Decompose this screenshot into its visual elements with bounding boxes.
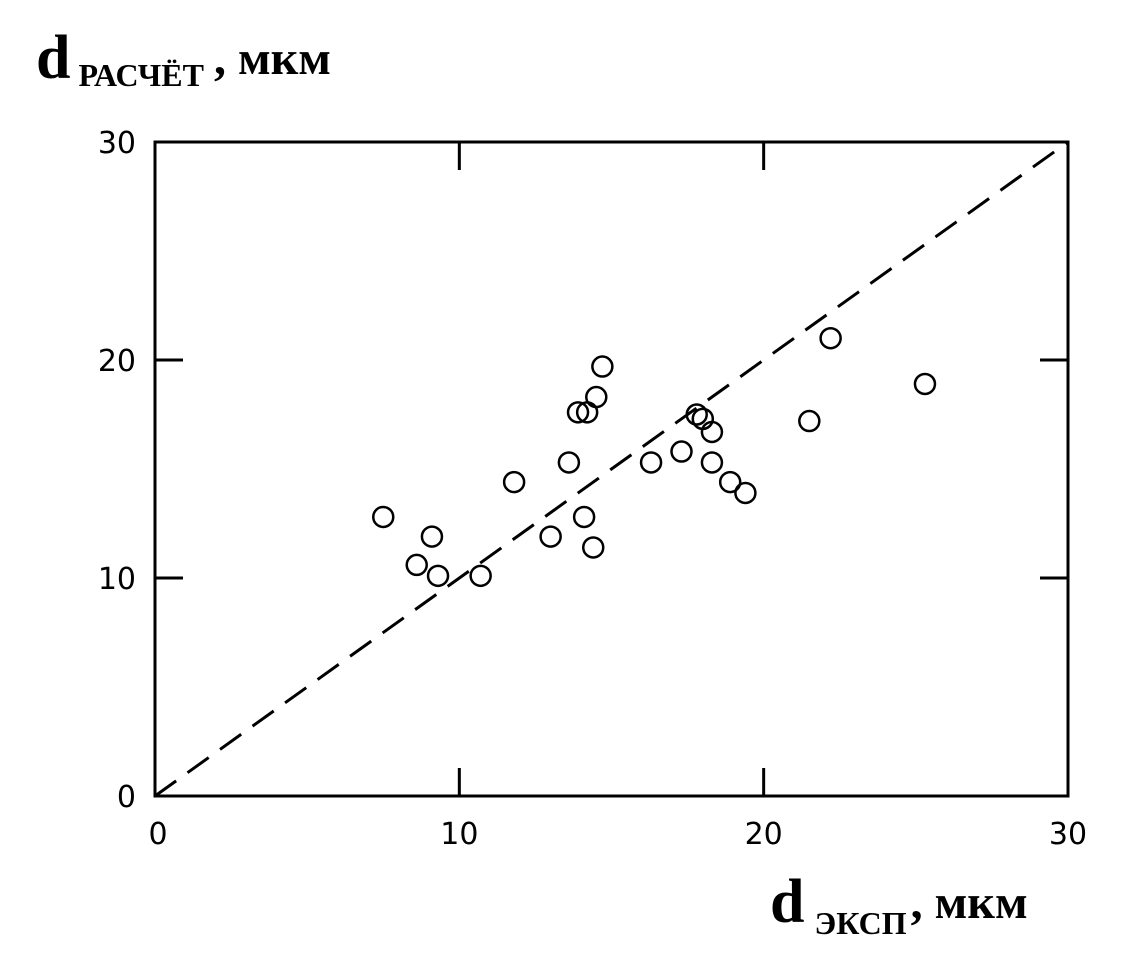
- data-point: [557, 451, 581, 474]
- data-point: [420, 525, 444, 548]
- data-point: [581, 536, 605, 559]
- x-tick-label: 0: [148, 817, 167, 852]
- data-point: [566, 401, 590, 424]
- x-axis-title-unit: , мкм: [911, 876, 1028, 929]
- x-tick-label: 10: [440, 817, 478, 852]
- y-axis-title: d РАСЧЁТ , мкм: [36, 24, 331, 93]
- x-axis-title-sub: ЭКСП: [814, 905, 906, 941]
- tick-marks: [153, 140, 1070, 798]
- y-axis-title-unit: , мкм: [214, 32, 331, 85]
- data-point: [819, 326, 842, 350]
- plot-area: 0 10 20 30 0 10 20 30: [98, 126, 1087, 852]
- y-axis-title-sub: РАСЧЁТ: [78, 57, 203, 93]
- data-point: [670, 440, 693, 463]
- data-point: [502, 470, 526, 494]
- data-point: [639, 451, 663, 474]
- data-point: [718, 470, 742, 494]
- data-points: [372, 326, 937, 588]
- data-point: [426, 564, 450, 588]
- data-point: [734, 481, 757, 505]
- data-point: [700, 451, 724, 474]
- x-axis-title: d ЭКСП, мкм: [770, 868, 1028, 941]
- data-point: [685, 403, 708, 426]
- reference-diagonal-line: [154, 140, 1069, 798]
- y-tick-labels: 0 10 20 30: [98, 126, 136, 815]
- data-point: [585, 385, 608, 409]
- data-point: [469, 564, 492, 588]
- data-point: [372, 505, 395, 529]
- x-axis-title-main: d: [770, 868, 804, 936]
- data-point: [798, 409, 821, 433]
- x-tick-labels: 0 10 20 30: [148, 817, 1087, 852]
- data-point: [539, 525, 562, 548]
- y-tick-label: 0: [117, 780, 136, 815]
- data-point: [405, 553, 428, 577]
- y-tick-label: 30: [98, 126, 136, 161]
- data-point: [913, 372, 937, 396]
- data-point: [572, 505, 596, 529]
- x-tick-label: 20: [745, 817, 783, 852]
- y-tick-label: 20: [98, 344, 136, 379]
- plot-frame: [153, 140, 1070, 798]
- data-point: [591, 355, 614, 378]
- x-tick-label: 30: [1049, 817, 1087, 852]
- y-axis-title-main: d: [36, 24, 70, 92]
- data-point: [700, 420, 724, 444]
- y-tick-label: 10: [98, 562, 136, 597]
